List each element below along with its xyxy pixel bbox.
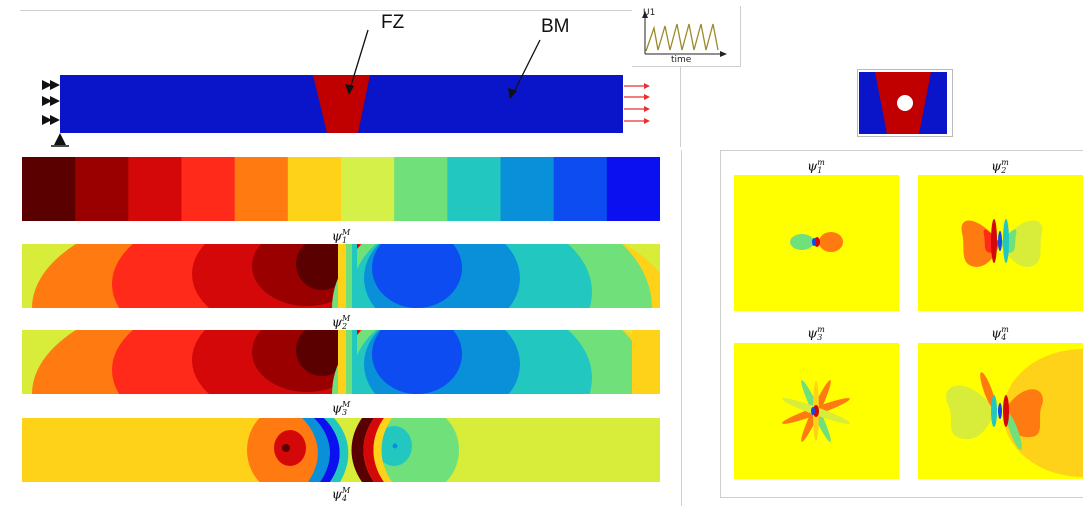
colorbar-block [22,157,76,221]
colorbar-block [234,157,289,221]
time-axis-label: time [671,55,692,65]
micro-mode-1-field [734,175,899,311]
bm-leader [511,39,541,97]
bm-label: BM [541,16,570,37]
loading-inset [632,6,741,67]
colorbar-block [606,157,660,221]
colorbar-block [394,157,448,221]
colorbar-block [181,157,236,221]
pin-support [54,133,66,145]
left-boundary-arrows [42,80,60,125]
load-arrows [624,83,650,124]
colorbar-block [553,157,608,221]
macro-mode-1-field [22,244,660,308]
fusion-zone [313,75,370,133]
micro-mode-3-field [734,343,899,479]
fz-leader-arrowhead [345,84,354,95]
macro-mode-3-field [22,418,660,482]
colorbar-block [75,157,129,221]
micro-mode-2-field [918,175,1083,311]
macro-mode-2-field [22,330,660,394]
micro-mode-4-field [918,343,1083,479]
mode-colorbar [22,157,660,221]
colorbar-block [287,157,342,221]
loading-history-plot [642,11,727,57]
colorbar-block [500,157,555,221]
bm-leader-arrowhead [508,88,517,99]
fz-leader [348,29,369,93]
u1-axis-label: U1 [643,8,656,18]
specimen-schematic [42,29,650,147]
cyclic-load-line [645,23,719,52]
fz-label: FZ [381,12,405,33]
void-hole [897,95,913,111]
colorbar-block [341,157,395,221]
unit-cell-icon [859,72,947,134]
colorbar-block [128,157,182,221]
colorbar-block [447,157,501,221]
